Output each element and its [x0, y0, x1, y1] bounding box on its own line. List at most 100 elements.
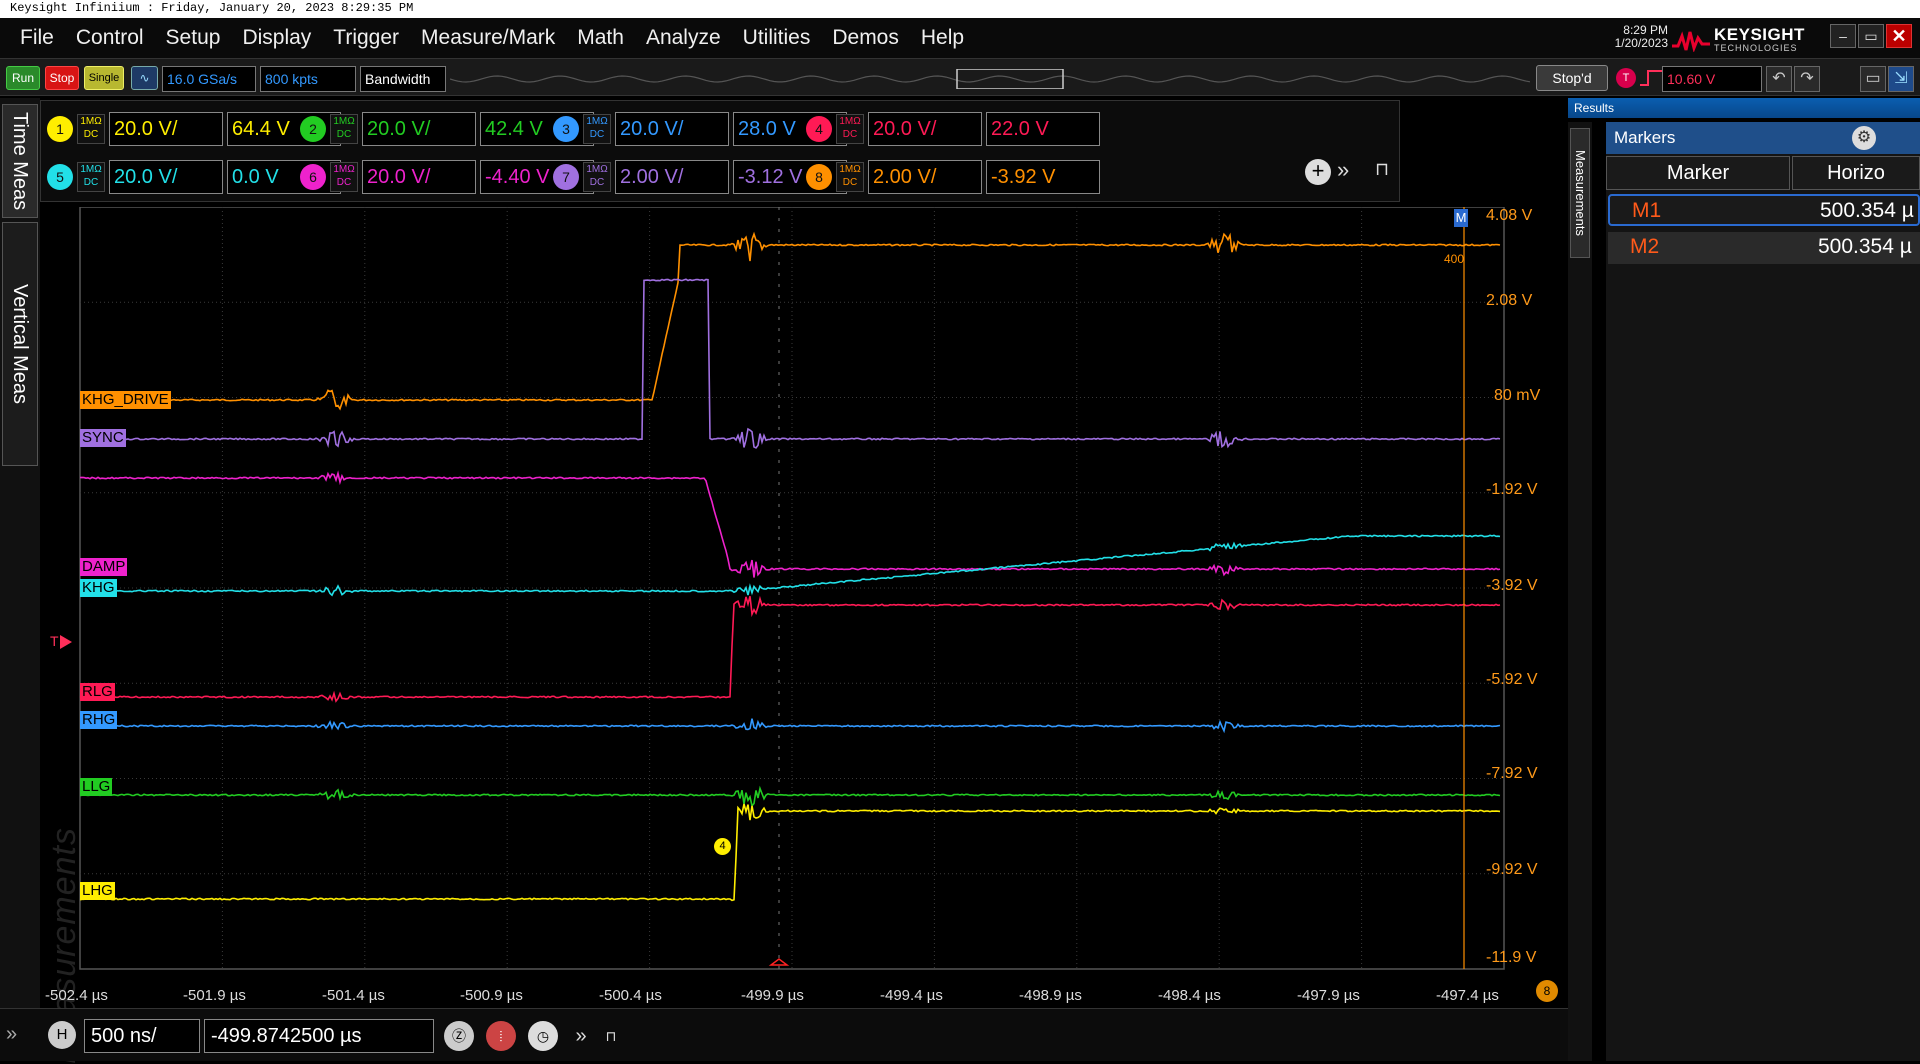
x-tick-label: -498.9 µs — [1019, 987, 1082, 1004]
channel-6-offset[interactable]: -4.40 V — [480, 160, 594, 194]
channel-3-scale[interactable]: 20.0 V/ — [615, 112, 729, 146]
close-button[interactable]: ✕ — [1886, 24, 1912, 48]
segments-icon[interactable]: ⦙ — [486, 1021, 516, 1051]
results-title: Results — [1568, 98, 1920, 118]
expand-icon[interactable]: » — [6, 1023, 18, 1045]
menu-display[interactable]: Display — [242, 26, 312, 49]
clock: 8:29 PM 1/20/2023 — [1598, 24, 1668, 50]
channel-4-offset[interactable]: 22.0 V — [986, 112, 1100, 146]
trace-label-khg-drive[interactable]: KHG_DRIVE — [80, 391, 171, 409]
channel-8-scale[interactable]: 2.00 V/ — [868, 160, 982, 194]
redo-icon[interactable]: ↷ — [1794, 66, 1820, 92]
marker-row[interactable]: M2 500.354 µ — [1608, 232, 1920, 264]
menu-analyze[interactable]: Analyze — [645, 26, 721, 49]
trace-label-rlg[interactable]: RLG — [80, 683, 115, 701]
maximize-button[interactable]: ▭ — [1858, 24, 1884, 48]
chevron-right-icon[interactable]: » — [575, 1025, 587, 1047]
waveform-trace — [79, 278, 1501, 449]
trace-label-khg[interactable]: KHG — [80, 579, 117, 597]
channel-6-icon[interactable]: 6 — [300, 164, 326, 190]
run-button[interactable]: Run — [6, 66, 40, 90]
channel-2-icon[interactable]: 2 — [300, 116, 326, 142]
channel-2-scale[interactable]: 20.0 V/ — [362, 112, 476, 146]
menu-control[interactable]: Control — [75, 26, 144, 49]
acquisition-status: Stop'd — [1536, 65, 1608, 91]
horizontal-icon[interactable]: H — [48, 1021, 76, 1049]
menu-help[interactable]: Help — [920, 26, 965, 49]
timebase-field[interactable]: 500 ns/ — [84, 1019, 200, 1053]
coupling-impedance: 1MΩ — [586, 164, 608, 175]
waveform-display[interactable]: Measurements 4.08 V 2.08 V 80 mV -1.92 V… — [40, 207, 1564, 1064]
channel-3-icon[interactable]: 3 — [553, 116, 579, 142]
column-header-marker[interactable]: Marker — [1606, 156, 1790, 190]
channel-7-scale[interactable]: 2.00 V/ — [615, 160, 729, 194]
trace-label-sync[interactable]: SYNC — [80, 429, 126, 447]
trigger-level-field[interactable]: 10.60 V — [1662, 66, 1762, 92]
y-tick-label: -9.92 V — [1486, 861, 1538, 878]
marker-row[interactable]: M1 500.354 µ — [1608, 194, 1920, 226]
trace-label-llg[interactable]: LLG — [80, 778, 113, 796]
tab-measurements[interactable]: Measurements — [1570, 128, 1590, 258]
trace-label-rhg[interactable]: RHG — [80, 711, 118, 729]
pin-icon[interactable]: ⊓ — [1375, 159, 1390, 179]
menu-trigger[interactable]: Trigger — [333, 26, 400, 49]
logo-text: KEYSIGHT — [1714, 25, 1805, 44]
coupling-mode: DC — [589, 177, 605, 188]
minimize-button[interactable]: – — [1830, 24, 1856, 48]
results-panel: Results Measurements Markers ⚙ Marker Ho… — [1568, 98, 1920, 1061]
ref-channel-badge[interactable]: 8 — [1536, 980, 1558, 1002]
sample-rate-field[interactable]: 16.0 GSa/s — [162, 66, 256, 92]
channel-6-scale[interactable]: 20.0 V/ — [362, 160, 476, 194]
menu-file[interactable]: File — [20, 26, 54, 49]
undo-icon[interactable]: ↶ — [1766, 66, 1792, 92]
keysight-logo: KEYSIGHT TECHNOLOGIES — [1672, 26, 1805, 53]
x-tick-label: -498.4 µs — [1158, 987, 1221, 1004]
trigger-level-marker[interactable]: T — [50, 633, 59, 649]
channel-7-icon[interactable]: 7 — [553, 164, 579, 190]
single-button[interactable]: Single — [84, 66, 124, 90]
clock-icon[interactable]: ◷ — [528, 1021, 558, 1051]
channel-5-scale[interactable]: 20.0 V/ — [109, 160, 223, 194]
coupling-impedance: 1MΩ — [839, 116, 861, 127]
pin-icon[interactable]: ⊓ — [605, 1028, 617, 1044]
channel-8-icon[interactable]: 8 — [806, 164, 832, 190]
menu-measure-mark[interactable]: Measure/Mark — [421, 26, 556, 49]
trace-label-damp[interactable]: DAMP — [80, 558, 128, 576]
add-channel-button[interactable]: + — [1305, 159, 1331, 185]
channel-1-scale[interactable]: 20.0 V/ — [109, 112, 223, 146]
menu-utilities[interactable]: Utilities — [742, 26, 811, 49]
touch-icon[interactable]: ⇲ — [1888, 66, 1914, 92]
channel-4-icon[interactable]: 4 — [806, 116, 832, 142]
menu-demos[interactable]: Demos — [832, 26, 899, 49]
horizontal-position-field[interactable]: -499.8742500 µs — [204, 1019, 434, 1053]
trigger-edge-icon[interactable] — [1640, 69, 1662, 87]
coupling-impedance: 1MΩ — [80, 164, 102, 175]
channel-4-scale[interactable]: 20.0 V/ — [868, 112, 982, 146]
channel-1-offset[interactable]: 64.4 V — [227, 112, 341, 146]
x-tick-label: -499.4 µs — [880, 987, 943, 1004]
marker-m-icon[interactable]: M — [1454, 209, 1468, 227]
markers-table: Markers ⚙ Marker Horizo M1 500.354 µ M2 … — [1606, 122, 1920, 1061]
channel-8-offset[interactable]: -3.92 V — [986, 160, 1100, 194]
menu-math[interactable]: Math — [577, 26, 624, 49]
channel-7-coupling: 1MΩ DC — [583, 162, 611, 192]
channel-5-icon[interactable]: 5 — [47, 164, 73, 190]
tab-time-meas[interactable]: Time Meas — [2, 104, 38, 218]
memory-depth-field[interactable]: 800 kpts — [260, 66, 356, 92]
stop-button[interactable]: Stop — [45, 66, 79, 90]
trigger-source-icon[interactable]: T — [1616, 68, 1636, 88]
logo-subtext: TECHNOLOGIES — [1714, 43, 1798, 53]
gear-icon[interactable]: ⚙ — [1852, 126, 1876, 150]
zoom-icon[interactable]: Ⓩ — [444, 1021, 474, 1051]
channel-1-icon[interactable]: 1 — [47, 116, 73, 142]
bandwidth-button[interactable]: Bandwidth — [360, 66, 446, 92]
autoscale-icon[interactable]: ∿ — [131, 66, 158, 90]
keysight-wave-icon — [1672, 30, 1710, 52]
menu-setup[interactable]: Setup — [165, 26, 221, 49]
edge-marker-icon[interactable]: 4 — [714, 838, 731, 855]
chevron-right-icon[interactable]: » — [1337, 157, 1350, 182]
trace-label-lhg[interactable]: LHG — [80, 882, 115, 900]
tab-vertical-meas[interactable]: Vertical Meas — [2, 222, 38, 466]
layout-icon[interactable]: ▭ — [1860, 66, 1886, 92]
column-header-horizontal[interactable]: Horizo — [1792, 156, 1920, 190]
